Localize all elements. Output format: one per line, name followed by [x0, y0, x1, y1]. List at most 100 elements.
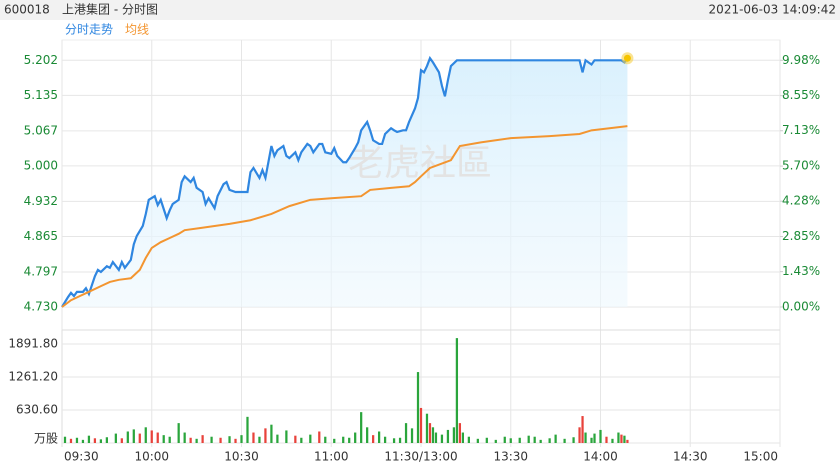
y-tick-label: 4.730 [24, 300, 58, 314]
volume-bar [285, 430, 288, 443]
volume-bar [132, 429, 135, 443]
y-tick-label: 1891.80 [8, 337, 58, 351]
volume-bar [210, 436, 213, 443]
volume-bar [533, 436, 536, 443]
volume-bar [452, 427, 456, 443]
volume-bar [461, 432, 465, 443]
y2-tick-label: 0.00% [782, 300, 820, 314]
x-tick-label: 13:30 [493, 450, 528, 464]
volume-bar [162, 435, 165, 443]
volume-bar [234, 438, 237, 443]
volume-bar [563, 438, 566, 443]
volume-bar [599, 429, 602, 443]
volume-bar [620, 434, 623, 443]
y-tick-label: 5.000 [24, 158, 58, 172]
volume-bar [81, 439, 85, 443]
volume-bar [189, 437, 192, 443]
volume-bar [539, 439, 542, 443]
y2-tick-label: 8.55% [782, 88, 820, 102]
volume-bar [354, 432, 357, 443]
volume-bar [419, 407, 423, 443]
volume-bar [126, 431, 129, 443]
volume-bar [605, 436, 608, 443]
volume-bar [144, 427, 147, 443]
y-tick-label: 4.865 [24, 229, 58, 243]
x-tick-label: 14:30 [673, 450, 708, 464]
y2-tick-label: 5.70% [782, 159, 820, 173]
y-tick-label: 5.135 [24, 88, 58, 102]
volume-bar [446, 429, 450, 443]
volume-bar [309, 434, 312, 443]
volume-bar [458, 423, 462, 443]
y-tick-label: 万股 [34, 432, 58, 446]
volume-bar [276, 434, 279, 443]
volume-bar [572, 437, 575, 443]
volume-bar [527, 435, 530, 443]
volume-bar [485, 437, 488, 443]
volume-bar [270, 424, 273, 443]
volume-bar [324, 436, 327, 443]
price-area [62, 58, 628, 307]
volume-bar [518, 437, 521, 443]
volume-bar [333, 438, 336, 443]
volume-bar [623, 435, 626, 443]
volume-bar [366, 427, 369, 443]
volume-bar [392, 438, 396, 443]
series-line [61, 55, 629, 308]
volume-bar [300, 437, 303, 443]
volume-bar [228, 436, 231, 443]
volume-bar [626, 439, 629, 443]
volume-bar [476, 438, 479, 443]
volume-bar [578, 427, 581, 443]
series-line [61, 125, 628, 308]
volume-bar [509, 438, 512, 443]
y2-tick-label: 4.28% [782, 194, 820, 208]
volume-bar [138, 433, 141, 443]
volume-bar [114, 433, 117, 443]
volume-bar [590, 437, 593, 443]
volume-bar [425, 413, 429, 443]
volume-bar [503, 436, 506, 443]
volume-bar [105, 437, 108, 443]
volume-bar [120, 438, 123, 443]
volume-bar [467, 436, 470, 443]
volume-bar [455, 338, 459, 443]
volume-bar [554, 434, 557, 443]
y-tick-label: 5.202 [24, 53, 58, 67]
volume-bar [593, 433, 596, 443]
volume-bar [240, 435, 243, 443]
volume-bar [87, 435, 91, 443]
volume-bar [581, 416, 584, 443]
x-tick-label: 10:00 [134, 450, 169, 464]
volume-bar [377, 431, 381, 443]
volume-bar [264, 428, 267, 443]
volume-bar [398, 437, 402, 443]
y2-tick-label: 9.98% [782, 53, 820, 67]
volume-bar [252, 432, 255, 443]
volume-bar [201, 435, 204, 443]
header-title: 上港集团 - 分时图 [62, 2, 158, 17]
x-tick-label: 09:30 [64, 450, 99, 464]
volume-bar [183, 432, 186, 443]
x-tick-label: 10:30 [224, 450, 259, 464]
volume-bar [318, 431, 321, 443]
volume-bar [548, 438, 551, 443]
volume-bar [404, 423, 408, 443]
x-tick-label: 14:00 [583, 450, 618, 464]
last-price-dot-core [623, 54, 631, 62]
volume-bar [372, 435, 375, 443]
volume-bar [93, 438, 97, 443]
volume-bar [168, 436, 171, 443]
volume-bar [195, 438, 198, 443]
volume-bar [348, 437, 351, 443]
y2-tick-label: 2.85% [782, 229, 820, 243]
legend-label: 分时走势 [65, 23, 113, 37]
y2-tick-label: 1.43% [782, 264, 820, 278]
volume-bar [410, 428, 414, 443]
y2-tick-label: 7.13% [782, 123, 820, 137]
volume-bar [431, 427, 435, 443]
y-tick-label: 630.60 [16, 403, 58, 417]
x-tick-label: 15:00 [743, 450, 778, 464]
